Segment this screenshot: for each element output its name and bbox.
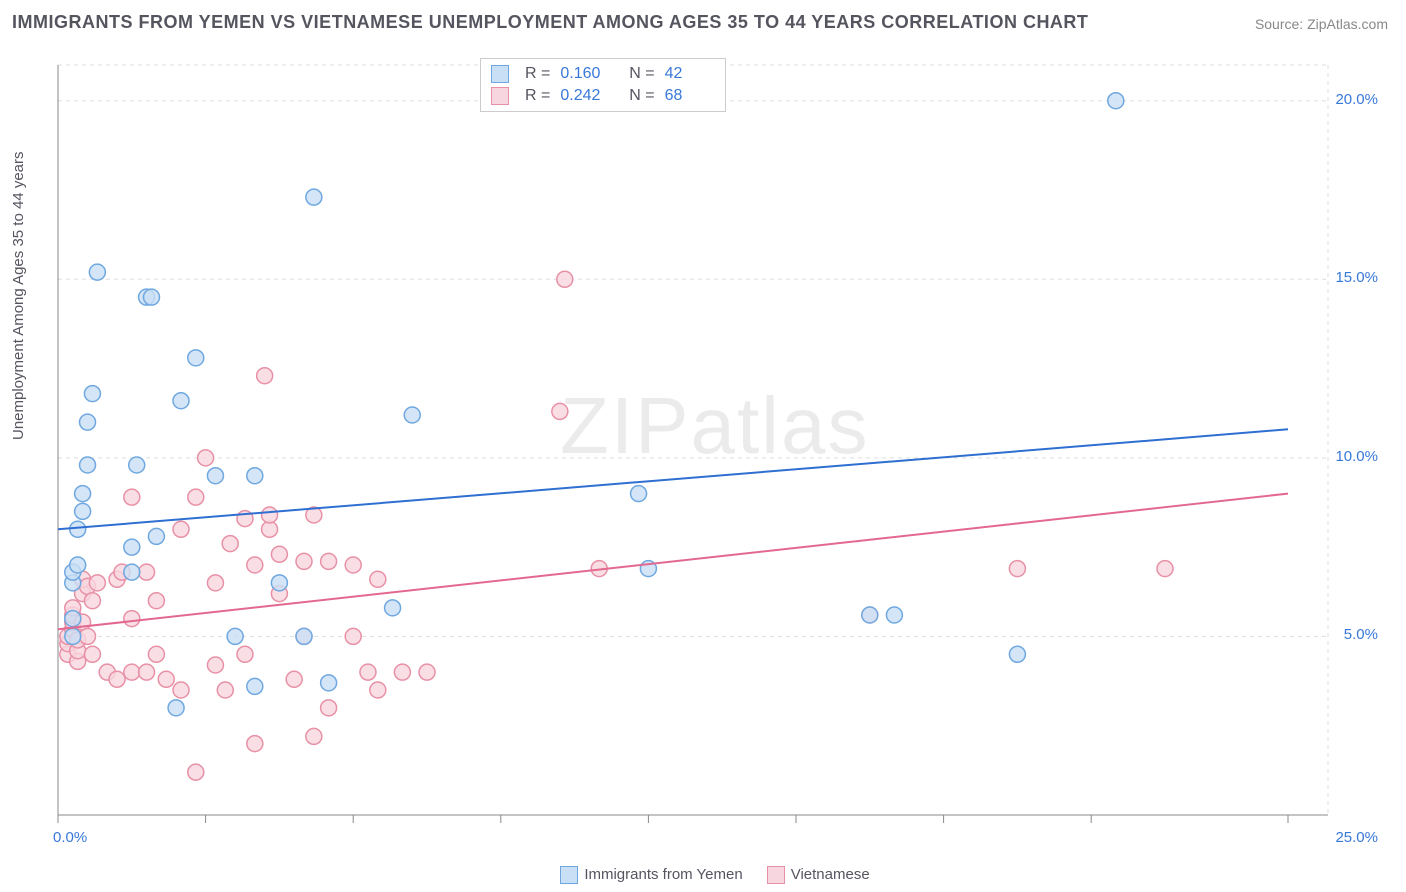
y-tick-label: 10.0% [1335,448,1378,465]
source-attribution: Source: ZipAtlas.com [1255,16,1388,32]
legend-label: Immigrants from Yemen [584,866,742,883]
r-value: 0.160 [560,65,610,83]
r-label: R = [525,87,550,105]
page-title: IMMIGRANTS FROM YEMEN VS VIETNAMESE UNEM… [12,12,1088,33]
chart-svg [48,55,1338,835]
legend-swatch [491,65,509,83]
correlation-legend: R = 0.160 N = 42 R = 0.242 N = 68 [480,58,726,112]
n-value: 42 [665,65,715,83]
legend-swatch [767,866,785,884]
scatter-chart [48,55,1338,835]
n-label: N = [620,87,654,105]
r-label: R = [525,65,550,83]
x-tick-label: 0.0% [53,829,87,846]
y-tick-label: 15.0% [1335,269,1378,286]
y-tick-label: 20.0% [1335,91,1378,108]
n-value: 68 [665,87,715,105]
legend-swatch [491,87,509,105]
n-label: N = [620,65,654,83]
y-tick-label: 5.0% [1344,626,1378,643]
y-axis-label: Unemployment Among Ages 35 to 44 years [10,151,27,440]
correlation-row: R = 0.160 N = 42 [491,63,715,85]
legend-swatch [560,866,578,884]
series-legend: Immigrants from Yemen Vietnamese [0,866,1406,884]
correlation-row: R = 0.242 N = 68 [491,85,715,107]
r-value: 0.242 [560,87,610,105]
x-tick-label: 25.0% [1335,829,1378,846]
legend-label: Vietnamese [791,866,870,883]
